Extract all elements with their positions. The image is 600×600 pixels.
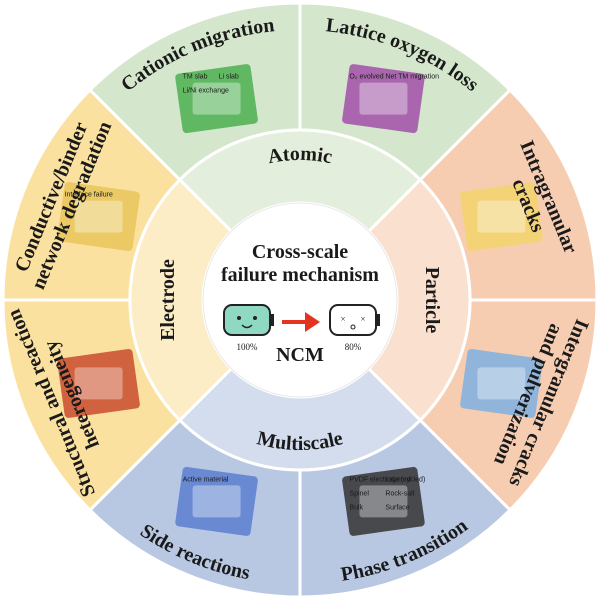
face: [237, 316, 241, 320]
battery-tip: [376, 314, 380, 326]
figure: [175, 64, 258, 134]
annotation: Spinel: [349, 490, 369, 497]
figure: [57, 348, 140, 418]
figure: [57, 182, 140, 252]
scale-label: Electrode: [157, 259, 179, 341]
illustration: TM slab Li slab Li/Ni exchange: [175, 64, 258, 134]
annotation: Active material: [183, 476, 229, 483]
figure: [477, 367, 526, 400]
illustration: [460, 182, 543, 252]
battery-full: [223, 304, 271, 336]
center-circle: [202, 202, 398, 398]
figure: [192, 485, 241, 518]
center-title: Cross-scale: [252, 241, 348, 263]
annotation: Bulk: [349, 504, 363, 511]
percent: 100%: [237, 342, 259, 352]
center-title: failure mechanism: [221, 264, 379, 286]
arrow: [282, 312, 320, 332]
figure: [342, 64, 425, 134]
figure: [460, 348, 543, 418]
figure: [192, 82, 241, 115]
illustration: O₂ evolved Net TM migration: [342, 64, 439, 134]
face: [350, 324, 356, 330]
illustration: [57, 348, 140, 418]
illustration: PVDF electrode (cycled)Layered Spinel Rock…: [342, 466, 425, 536]
face: [241, 324, 253, 329]
annotation: PVDF electrode (cycled): [349, 476, 425, 483]
annotation: Surface: [385, 504, 409, 511]
figure: [359, 485, 408, 518]
annotation: O₂ evolved: [349, 74, 383, 81]
figure: [477, 200, 526, 233]
figure: [359, 82, 408, 115]
battery-tip: [270, 314, 274, 326]
face: ×: [340, 314, 345, 324]
illustration: Interface failure: [57, 182, 140, 252]
annotation: Li/Ni exchange: [183, 88, 229, 95]
illustration: Active material: [175, 466, 258, 536]
figure: [74, 200, 123, 233]
percent: 80%: [345, 342, 362, 352]
annotation: Net TM migration: [385, 74, 439, 81]
annotation: TM slab: [183, 74, 208, 81]
annotation: Rock-salt: [385, 490, 414, 497]
figure: [342, 466, 425, 536]
scale-label: Particle: [421, 267, 443, 334]
face: ×: [360, 314, 365, 324]
annotation: Interface failure: [65, 192, 113, 199]
figure: [74, 367, 123, 400]
figure: [175, 466, 258, 536]
annotation: Li slab: [219, 74, 239, 81]
face: [253, 316, 257, 320]
illustration: [460, 348, 543, 418]
annotation: Layered: [385, 476, 410, 483]
center-label: NCM: [276, 344, 324, 366]
figure: [460, 182, 543, 252]
battery-low: [329, 304, 377, 336]
center: Cross-scale failure mechanism × × 100% 8…: [202, 202, 398, 398]
